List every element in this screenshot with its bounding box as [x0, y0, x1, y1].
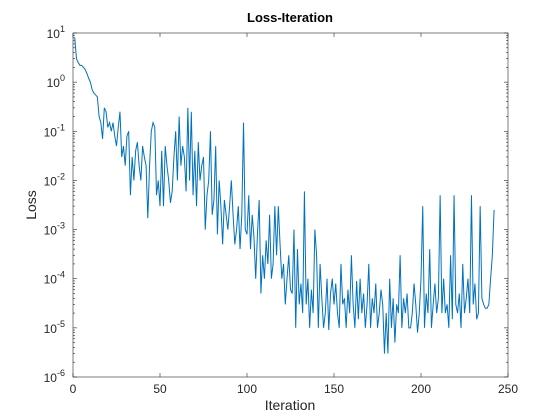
chart-title: Loss-Iteration [247, 10, 333, 25]
y-tick-base: 10 [44, 273, 58, 287]
x-axis-label: Iteration [265, 397, 316, 413]
y-tick-label: 10-2 [44, 171, 65, 188]
y-tick-base: 10 [47, 27, 61, 41]
y-tick-label: 101 [47, 24, 65, 41]
y-tick-exponent: -3 [57, 221, 65, 231]
y-tick-label: 100 [47, 73, 65, 90]
y-tick-base: 10 [47, 76, 61, 90]
y-tick-exponent: -6 [57, 368, 65, 378]
x-tick-label: 250 [498, 382, 518, 396]
x-tick-label: 0 [70, 382, 77, 396]
y-tick-label: 10-6 [44, 368, 65, 385]
y-tick-base: 10 [44, 125, 58, 139]
y-tick-base: 10 [44, 224, 58, 238]
y-tick-label: 10-1 [44, 122, 65, 139]
x-tick-label: 150 [324, 382, 344, 396]
y-tick-base: 10 [44, 174, 58, 188]
y-tick-base: 10 [44, 371, 58, 385]
x-tick-label: 50 [153, 382, 167, 396]
y-tick-exponent: -1 [57, 122, 65, 132]
y-axis-label: Loss [23, 190, 39, 220]
y-tick-label: 10-5 [44, 319, 65, 336]
y-tick-label: 10-3 [44, 221, 65, 238]
plot-frame [72, 32, 509, 378]
y-tick-exponent: 1 [60, 24, 65, 34]
x-tick-label: 200 [411, 382, 431, 396]
x-tick-label: 100 [237, 382, 257, 396]
y-tick-exponent: 0 [60, 73, 65, 83]
y-tick-label: 10-4 [44, 270, 65, 287]
y-tick-exponent: -4 [57, 270, 65, 280]
y-tick-exponent: -2 [57, 171, 65, 181]
y-tick-base: 10 [44, 322, 58, 336]
loss-line [74, 37, 495, 354]
y-tick-exponent: -5 [57, 319, 65, 329]
